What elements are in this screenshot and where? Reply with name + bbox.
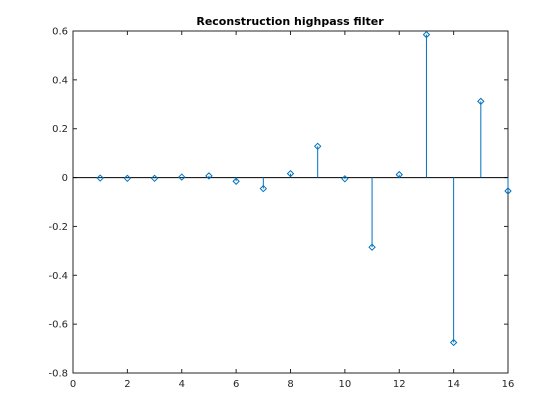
chart-title: Reconstruction highpass filter — [196, 15, 384, 28]
y-tick-label: -0.2 — [48, 222, 68, 233]
y-tick-label: 0.2 — [52, 124, 68, 135]
stem-marker — [477, 97, 485, 106]
y-tick-label: -0.4 — [48, 271, 68, 282]
stem-marker — [313, 142, 322, 151]
x-tick-label: 10 — [339, 379, 352, 390]
tick-marks — [72, 30, 509, 374]
stem-marker — [150, 174, 159, 183]
x-tick-label: 4 — [179, 379, 185, 390]
x-tick-label: 8 — [287, 379, 293, 390]
stem-marker — [504, 187, 512, 195]
stem-marker — [96, 174, 104, 182]
stem-marker — [422, 30, 431, 39]
stem-marker — [368, 243, 376, 251]
stems — [99, 34, 509, 343]
x-tick-label: 16 — [502, 379, 515, 390]
y-tick-label: 0.6 — [52, 27, 68, 38]
y-tick-label: 0.4 — [52, 75, 68, 86]
y-tick-label: -0.6 — [48, 320, 68, 331]
stem-marker — [341, 175, 349, 183]
plot-box — [72, 30, 509, 374]
y-tick-label: -0.8 — [48, 369, 68, 380]
x-tick-label: 0 — [70, 379, 76, 390]
stem-marker — [178, 173, 186, 181]
axes — [72, 30, 509, 374]
stem-marker — [395, 170, 403, 179]
x-tick-label: 2 — [124, 379, 130, 390]
stem-marker — [449, 338, 458, 347]
stem-marker — [259, 184, 268, 193]
x-tick-label: 12 — [393, 379, 406, 390]
stem-marker — [232, 177, 240, 185]
stem-marker — [286, 169, 295, 178]
tick-labels: 0 2 4 6 8 10 12 14 16 0.6 0.4 0.2 0 -0.2 -0.4 -0.6 -0.8 — [48, 27, 514, 391]
x-tick-label: 14 — [447, 379, 460, 390]
markers — [96, 30, 512, 347]
y-tick-label: 0 — [62, 173, 68, 184]
stem-marker — [205, 172, 213, 180]
x-tick-label: 6 — [233, 379, 239, 390]
stem-marker — [123, 174, 132, 183]
